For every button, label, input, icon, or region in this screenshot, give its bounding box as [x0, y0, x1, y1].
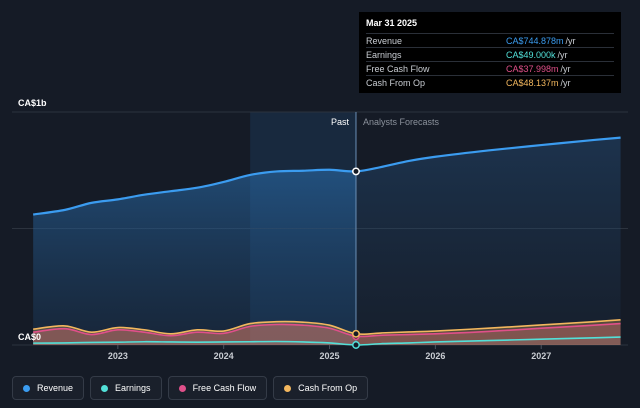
- earnings-area: [33, 337, 621, 345]
- y-axis-bottom-label: CA$0: [18, 332, 41, 342]
- x-tick-label: 2025: [320, 351, 340, 361]
- legend-item-earnings[interactable]: Earnings: [90, 376, 162, 400]
- revenue-line: [33, 136, 621, 216]
- legend-item-free-cash-flow[interactable]: Free Cash Flow: [167, 376, 268, 400]
- tooltip-row-label: Free Cash Flow: [366, 63, 430, 74]
- tooltip: Mar 31 2025 Revenue CA$744.878m/yr Earning…: [359, 12, 621, 93]
- tooltip-row-unit: /yr: [560, 63, 571, 74]
- tooltip-row-free-cash-flow: Free Cash Flow CA$37.998m/yr: [366, 61, 614, 75]
- y-axis-top-label: CA$1b: [18, 98, 47, 108]
- tooltip-date: Mar 31 2025: [366, 18, 418, 28]
- tooltip-row-cash-from-op: Cash From Op CA$48.137m/yr: [366, 75, 614, 89]
- tooltip-row-unit: /yr: [557, 49, 568, 60]
- cash-from-op-area: [33, 319, 621, 345]
- free-cash-flow-area: [33, 323, 621, 345]
- legend-label: Cash From Op: [298, 383, 358, 393]
- tooltip-row-earnings: Earnings CA$49.000k/yr: [366, 47, 614, 61]
- cash-from-op-line: [33, 319, 621, 336]
- tooltip-row-value: CA$49.000k: [506, 49, 556, 60]
- tooltip-row-unit: /yr: [565, 35, 576, 46]
- tooltip-row-label: Revenue: [366, 35, 403, 46]
- tooltip-row-value: CA$744.878m: [506, 35, 564, 46]
- tooltip-row-revenue: Revenue CA$744.878m/yr: [366, 33, 614, 47]
- legend-label: Revenue: [37, 383, 74, 393]
- revenue-area-past: [33, 169, 356, 345]
- earnings-line: [33, 336, 621, 346]
- legend-dot-icon: [101, 384, 109, 392]
- forecast-label: Analysts Forecasts: [363, 117, 440, 127]
- x-tick-label: 2026: [425, 351, 445, 361]
- legend-dot-icon: [178, 384, 186, 392]
- tooltip-row-label: Cash From Op: [366, 77, 426, 88]
- revenue-marker: [352, 167, 360, 176]
- legend-label: Free Cash Flow: [192, 383, 257, 393]
- x-tick-label: 2027: [531, 351, 551, 361]
- legend-dot-icon: [23, 384, 30, 392]
- earnings-marker: [352, 341, 360, 349]
- legend: Revenue Earnings Free Cash Flow Cash From O…: [12, 376, 369, 400]
- past-label: Past: [331, 117, 350, 127]
- legend-label: Earnings: [115, 383, 151, 393]
- revenue-area-forecast: [355, 137, 621, 345]
- tooltip-row-value: CA$37.998m: [506, 63, 559, 74]
- tooltip-row-label: Earnings: [366, 49, 402, 60]
- legend-item-revenue[interactable]: Revenue: [12, 376, 85, 400]
- x-tick-label: 2023: [108, 351, 128, 361]
- tooltip-row-value: CA$48.137m: [506, 77, 559, 88]
- legend-item-cash-from-op[interactable]: Cash From Op: [273, 376, 369, 400]
- cash-from-op-marker: [352, 329, 360, 338]
- free-cash-flow-line: [33, 322, 621, 338]
- x-tick-label: 2024: [214, 351, 234, 361]
- legend-dot-icon: [284, 384, 292, 392]
- tooltip-row-unit: /yr: [560, 77, 571, 88]
